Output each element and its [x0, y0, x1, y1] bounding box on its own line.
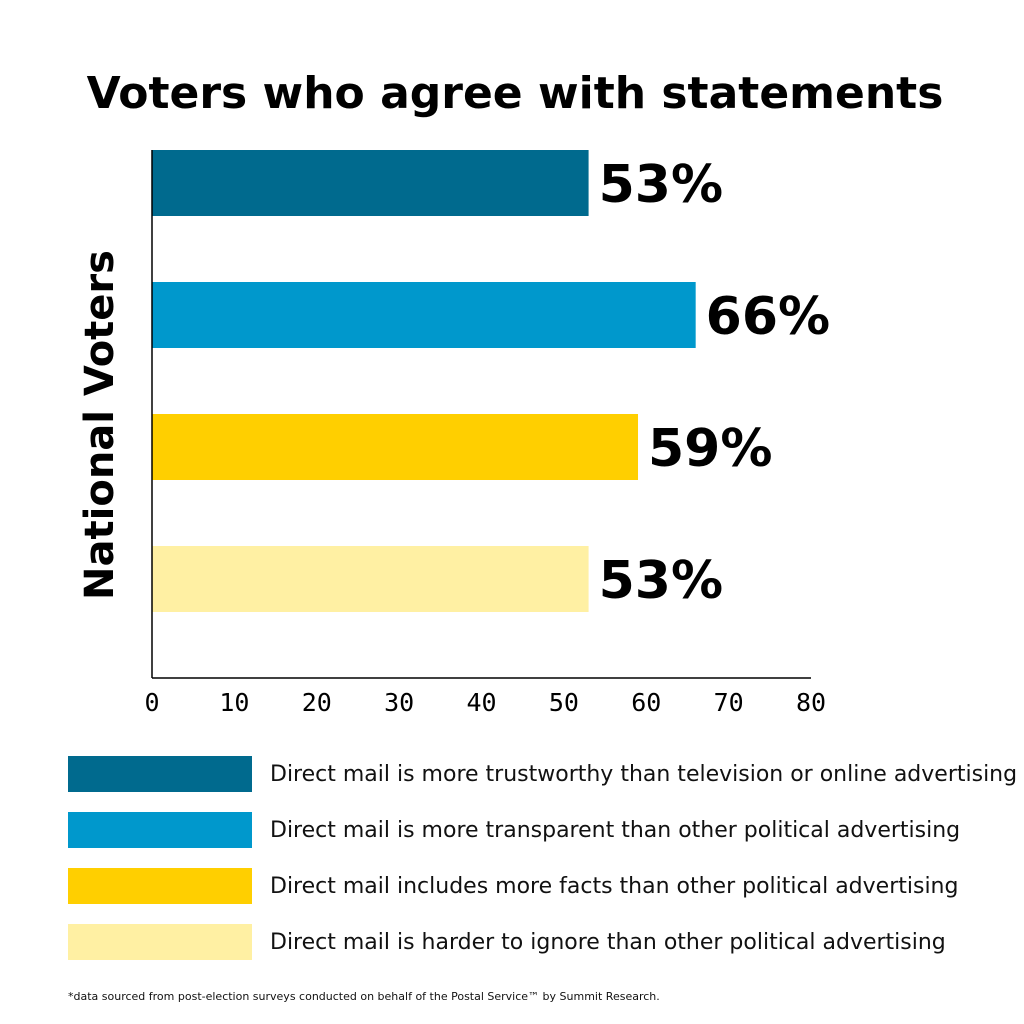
x-tick-label: 60 — [631, 688, 661, 717]
legend-item: Direct mail includes more facts than oth… — [68, 868, 968, 904]
legend-label-facts: Direct mail includes more facts than oth… — [270, 873, 959, 899]
x-tick-label: 40 — [466, 688, 496, 717]
legend-item: Direct mail is more transparent than oth… — [68, 812, 968, 848]
x-tick-label: 30 — [384, 688, 414, 717]
legend: Direct mail is more trustworthy than tel… — [68, 756, 1017, 980]
data-label-2: 66% — [706, 287, 830, 347]
bar-2 — [152, 282, 696, 348]
legend-label-transparent: Direct mail is more transparent than oth… — [270, 817, 961, 843]
x-tick-label: 0 — [144, 688, 159, 717]
chart-title: Voters who agree with statements — [87, 68, 944, 119]
bar-4 — [152, 546, 589, 612]
legend-item: Direct mail is harder to ignore than oth… — [68, 924, 968, 960]
data-label-1: 53% — [599, 155, 723, 215]
bar-3 — [152, 414, 639, 480]
legend-swatch-transparent — [68, 812, 252, 848]
x-tick-label: 50 — [549, 688, 579, 717]
legend-label-ignore: Direct mail is harder to ignore than oth… — [270, 929, 946, 955]
bar-1 — [152, 150, 589, 216]
footnote: *data sourced from post-election surveys… — [68, 990, 660, 1003]
data-label-4: 53% — [599, 551, 723, 611]
x-tick-label: 80 — [796, 688, 826, 717]
data-label-3: 59% — [648, 419, 772, 479]
x-tick-label: 70 — [714, 688, 744, 717]
legend-item: Direct mail is more trustworthy than tel… — [68, 756, 1017, 792]
legend-swatch-ignore — [68, 924, 252, 960]
legend-swatch-trustworthy — [68, 756, 252, 792]
bar-chart: Voters who agree with statements Nationa… — [77, 68, 944, 717]
x-tick-label: 20 — [302, 688, 332, 717]
legend-swatch-facts — [68, 868, 252, 904]
x-tick-label: 10 — [219, 688, 249, 717]
legend-label-trustworthy: Direct mail is more trustworthy than tel… — [270, 761, 1018, 787]
y-axis-label: National Voters — [77, 250, 123, 600]
